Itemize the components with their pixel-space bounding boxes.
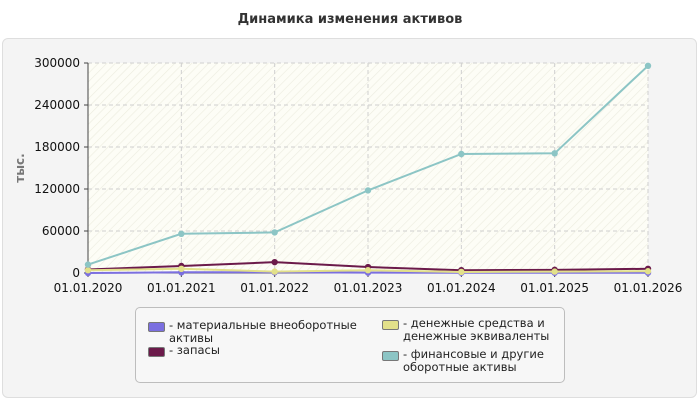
x-tick-label: 01.01.2023	[334, 281, 403, 295]
data-point	[84, 267, 92, 274]
tick-labels: 0 60000 120000 180000 240000 300000 01.01.2020…	[34, 56, 682, 295]
data-point	[458, 268, 465, 276]
data-point	[364, 187, 372, 194]
y-tick-label: 120000	[34, 182, 80, 196]
y-tick-label: 0	[72, 266, 80, 280]
data-point	[551, 150, 558, 157]
data-point	[458, 150, 465, 158]
y-tick-label: 60000	[42, 224, 80, 238]
legend: - материальные внеоборотные активы - зап…	[135, 307, 565, 383]
data-point	[644, 268, 652, 275]
data-point	[178, 265, 185, 272]
legend-item-inventory: - запасы	[148, 344, 359, 357]
data-point	[271, 229, 278, 236]
series-3	[84, 62, 652, 268]
x-tick-label: 01.01.2026	[614, 281, 683, 295]
data-point	[644, 62, 652, 69]
data-point	[364, 267, 372, 274]
data-point	[84, 261, 92, 268]
x-tick-label: 01.01.2020	[54, 281, 123, 295]
y-axis-label: тыс.	[13, 153, 27, 182]
x-tick-label: 01.01.2024	[427, 281, 496, 295]
legend-item-financial-assets: - финансовые и другие оборотные активы	[382, 348, 593, 374]
data-point	[271, 268, 278, 275]
legend-swatch	[148, 322, 165, 332]
legend-swatch	[382, 351, 399, 361]
data-point	[271, 258, 278, 266]
y-tick-label: 300000	[34, 56, 80, 70]
legend-swatch	[148, 347, 165, 357]
legend-item-cash: - денежные средства и денежные эквивален…	[382, 317, 593, 343]
legend-label: - материальные внеоборотные активы	[169, 318, 357, 345]
chart-title: Динамика изменения активов	[237, 12, 463, 27]
data-point	[551, 268, 558, 275]
legend-label: - финансовые и другие оборотные активы	[403, 347, 544, 374]
series-2	[84, 265, 652, 276]
data-point	[178, 230, 185, 237]
x-tick-label: 01.01.2022	[240, 281, 309, 295]
legend-swatch	[382, 320, 399, 330]
legend-item-fixed-assets: - материальные внеоборотные активы	[148, 319, 359, 345]
series-layer	[84, 62, 652, 277]
y-tick-label: 180000	[34, 140, 80, 154]
y-tick-label: 240000	[34, 98, 80, 112]
x-tick-label: 01.01.2021	[147, 281, 216, 295]
x-tick-label: 01.01.2025	[520, 281, 589, 295]
legend-label: - денежные средства и денежные эквивален…	[403, 316, 550, 343]
legend-label: - запасы	[169, 343, 220, 357]
